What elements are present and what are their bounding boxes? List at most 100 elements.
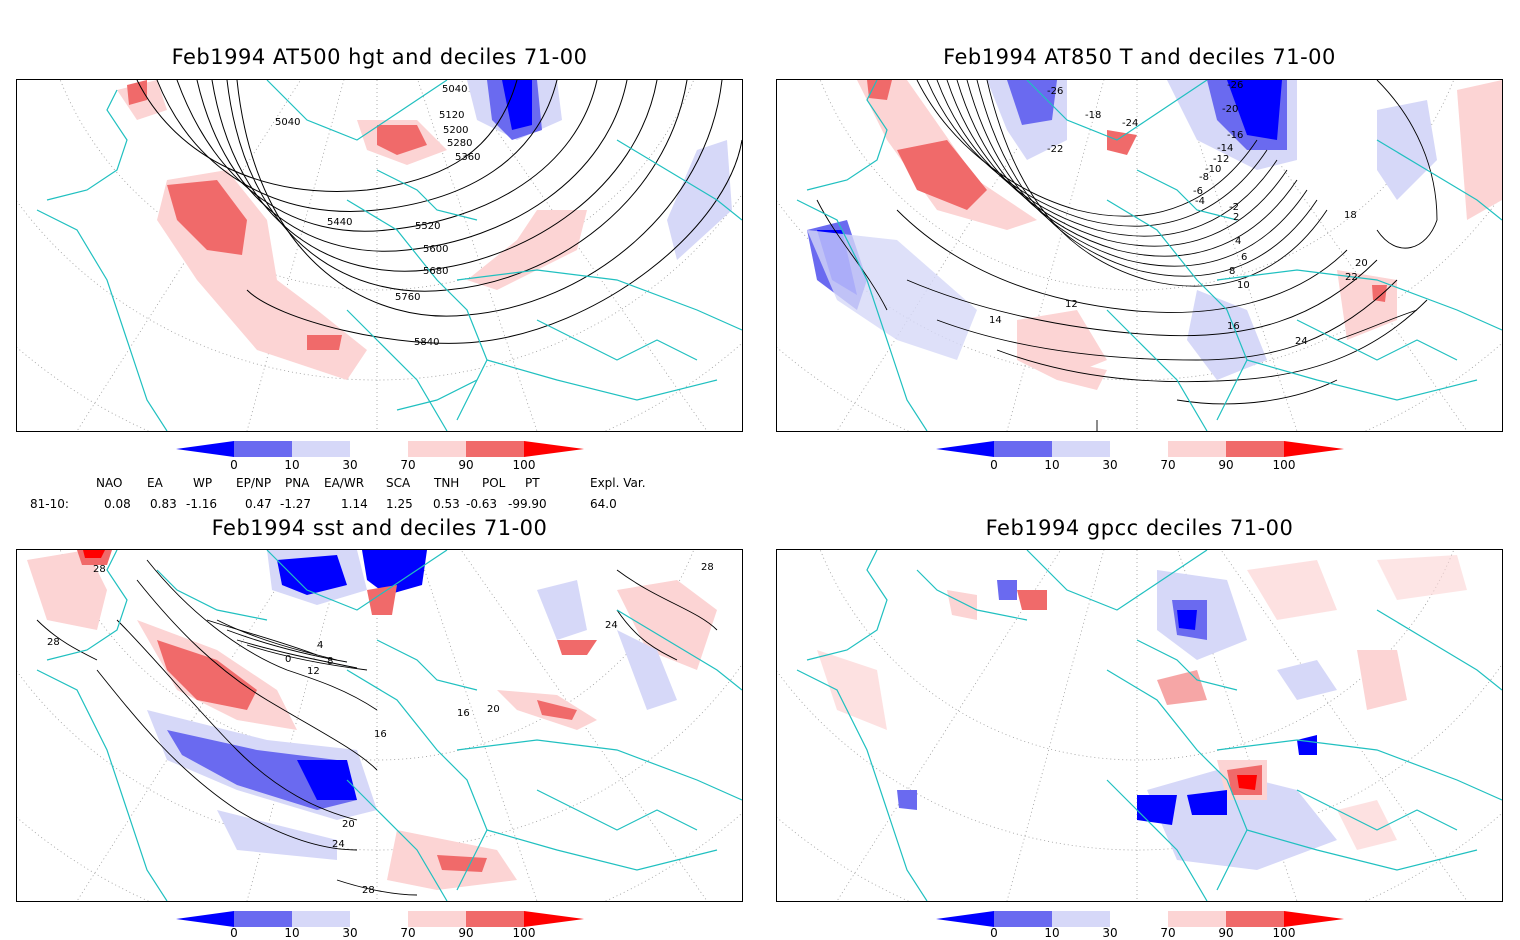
contour-label: 28 <box>362 885 375 896</box>
panel-title-sst: Feb1994 sst and deciles 71-00 <box>211 516 548 540</box>
map-sst: 28 28 28 20 0 4 8 12 16 20 24 24 28 16 <box>17 550 742 901</box>
map-panel-hgt500: 5040 5040 5120 5200 5280 5360 5440 5520 … <box>16 79 743 432</box>
index-header: EP/NP <box>236 476 272 490</box>
contour-label: -6 <box>1193 186 1203 197</box>
index-header: SCA <box>386 476 411 490</box>
map-panel-t850: -26 -26 -24 -22 -20 -18 -16 -14 -12 -10 … <box>776 79 1503 432</box>
colorbar-swatch <box>524 911 584 927</box>
colorbar-label: 70 <box>1160 458 1176 472</box>
colorbar-swatch <box>1052 441 1110 457</box>
colorbar-sst: 0 10 30 70 90 100 <box>176 910 586 940</box>
colorbar-label: 0 <box>230 926 238 940</box>
map-panel-sst: 28 28 28 20 0 4 8 12 16 20 24 24 28 16 <box>16 549 743 902</box>
colorbar-swatch <box>234 911 292 927</box>
index-header: PT <box>525 476 540 490</box>
colorbar-swatch <box>1226 441 1284 457</box>
index-value: -1.27 <box>280 497 312 511</box>
index-header: POL <box>482 476 506 490</box>
colorbar-label: 100 <box>512 926 536 940</box>
colorbar-swatch <box>292 441 350 457</box>
colorbar-swatch <box>936 441 994 457</box>
contour-label: 5040 <box>275 117 300 128</box>
panel-title-hgt500: Feb1994 AT500 hgt and deciles 71-00 <box>171 45 588 69</box>
map-hgt500: 5040 5040 5120 5200 5280 5360 5440 5520 … <box>17 80 742 431</box>
index-value: 1.25 <box>386 497 413 511</box>
map-panel-gpcc <box>776 549 1503 902</box>
colorbar-label: 90 <box>458 458 474 472</box>
index-value: -99.90 <box>508 497 547 511</box>
contour-label: 5760 <box>395 292 420 303</box>
index-value: -1.16 <box>186 497 218 511</box>
contour-label: 24 <box>332 839 345 850</box>
colorbar-label: 10 <box>284 926 300 940</box>
colorbar-gpcc: 0 10 30 70 90 100 <box>936 910 1346 940</box>
contour-label: -26 <box>1227 80 1243 91</box>
index-value: -0.63 <box>466 497 498 511</box>
colorbar-t850: 0 10 30 70 90 100 <box>936 440 1346 474</box>
colorbar-swatch <box>408 911 466 927</box>
colorbar-label: 100 <box>512 458 536 472</box>
contour-label: 6 <box>1241 252 1247 263</box>
contour-label: 24 <box>1295 336 1308 347</box>
colorbar-swatch <box>350 441 408 457</box>
contour-label: 18 <box>1344 210 1357 221</box>
colorbar-label: 0 <box>990 458 998 472</box>
colorbar-label: 30 <box>342 926 358 940</box>
colorbar-swatch <box>176 441 234 457</box>
contour-label: 12 <box>307 666 320 677</box>
contour-label: 5840 <box>414 337 439 348</box>
contour-label: 5120 <box>439 110 464 121</box>
colorbar-label: 10 <box>284 458 300 472</box>
colorbar-swatch <box>936 911 994 927</box>
colorbar-swatch <box>1110 441 1168 457</box>
colorbar-swatch <box>1168 911 1226 927</box>
colorbar-swatch <box>350 911 408 927</box>
contour-label: 28 <box>93 564 106 575</box>
colorbar-swatch <box>1110 911 1168 927</box>
index-header: EA <box>147 476 163 490</box>
colorbar-swatch <box>1226 911 1284 927</box>
contour-label: 12 <box>1065 299 1078 310</box>
contour-label: -18 <box>1085 110 1101 121</box>
colorbar-swatch <box>1168 441 1226 457</box>
colorbar-label: 100 <box>1272 926 1296 940</box>
colorbar-label: 30 <box>1102 458 1118 472</box>
colorbar-label: 0 <box>230 458 238 472</box>
contour-label: -26 <box>1047 86 1063 97</box>
colorbar-swatch <box>234 441 292 457</box>
colorbar-label: 90 <box>1218 458 1234 472</box>
colorbar-swatch <box>466 911 524 927</box>
colorbar-label: 70 <box>400 458 416 472</box>
contour-label: 8 <box>327 656 333 667</box>
colorbar-label: 10 <box>1044 458 1060 472</box>
contour-label: 14 <box>989 315 1002 326</box>
contour-label: 5440 <box>327 217 352 228</box>
index-header: EA/WR <box>324 476 365 490</box>
contour-label: 4 <box>1235 236 1241 247</box>
panel-title-gpcc: Feb1994 gpcc deciles 71-00 <box>985 516 1294 540</box>
contour-label: 5600 <box>423 244 448 255</box>
contour-label: 4 <box>317 640 323 651</box>
contour-label: 16 <box>374 729 387 740</box>
contour-label: -14 <box>1217 143 1233 154</box>
colorbar-label: 30 <box>1102 926 1118 940</box>
contour-label: 10 <box>1237 280 1250 291</box>
contour-label: 5680 <box>423 266 448 277</box>
index-header: PNA <box>285 476 310 490</box>
colorbar-label: 70 <box>400 926 416 940</box>
index-value: 64.0 <box>590 497 617 511</box>
colorbar-swatch <box>1284 441 1344 457</box>
panel-title-t850: Feb1994 AT850 T and deciles 71-00 <box>943 45 1336 69</box>
map-t850: -26 -26 -24 -22 -20 -18 -16 -14 -12 -10 … <box>777 80 1502 431</box>
colorbar-label: 100 <box>1272 458 1296 472</box>
colorbar-label: 90 <box>1218 926 1234 940</box>
contour-label: 5040 <box>442 84 467 95</box>
contour-label: 0 <box>285 654 291 665</box>
colorbar-swatch <box>176 911 234 927</box>
colorbar-swatch <box>524 441 584 457</box>
contour-label: 20 <box>487 704 500 715</box>
contour-label: 28 <box>47 637 60 648</box>
contour-label: 20 <box>1355 258 1368 269</box>
contour-label: -12 <box>1213 154 1229 165</box>
contour-label: 5520 <box>415 221 440 232</box>
